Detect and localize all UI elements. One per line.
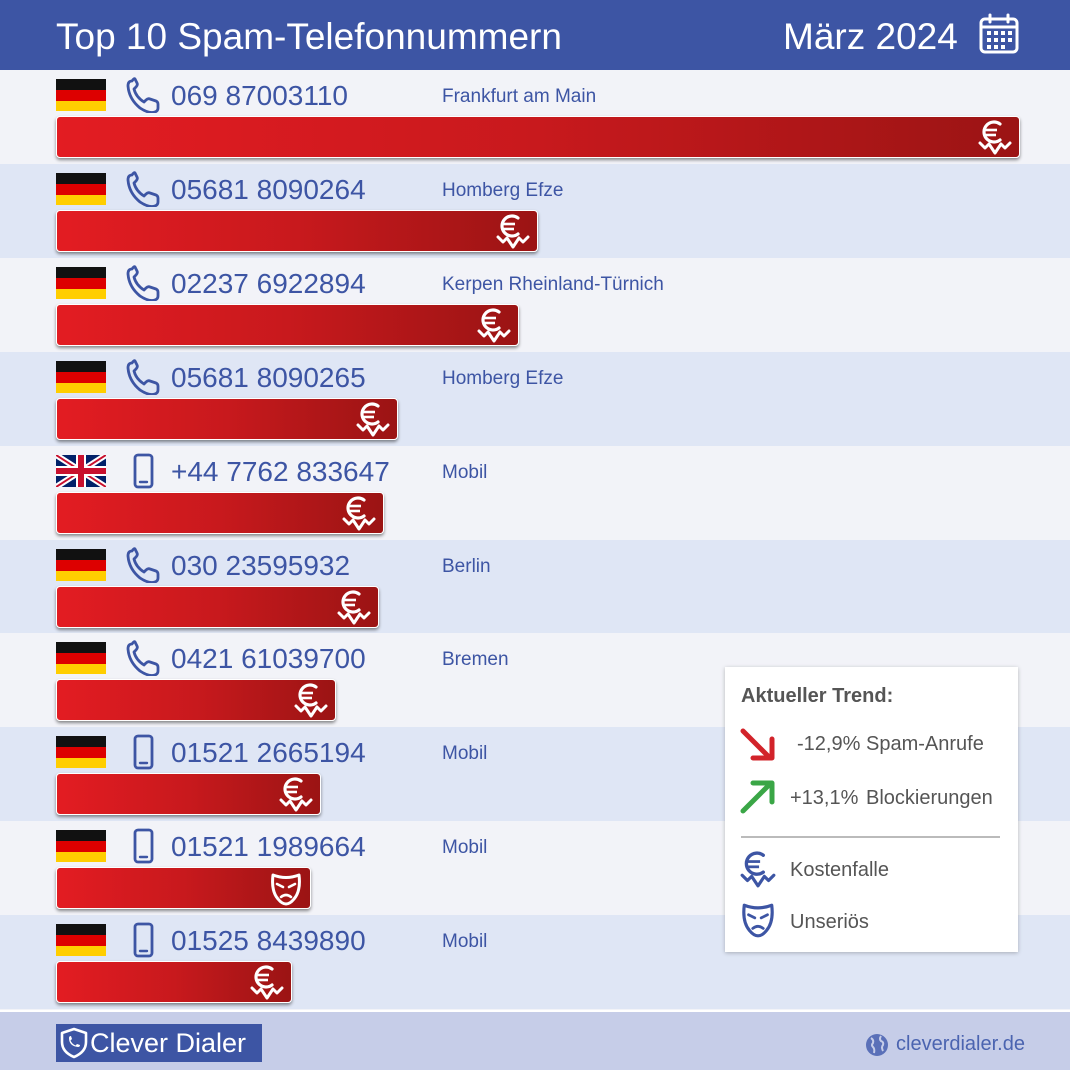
table-row: 069 87003110 Frankfurt am Main (0, 70, 1070, 164)
mobile-phone-icon (133, 734, 154, 770)
phone-number: 0421 61039700 (171, 643, 366, 675)
spam-bar (56, 585, 379, 628)
brand-name: Clever Dialer (90, 1028, 247, 1058)
website-url: cleverdialer.de (896, 1033, 1025, 1055)
germany-flag (56, 360, 106, 393)
phone-number: 01521 2665194 (171, 737, 366, 769)
mask-icon (742, 903, 774, 938)
trend-spam-value: -12,9% (797, 733, 861, 755)
location-label: Kerpen Rheinland-Türnich (442, 273, 664, 295)
footer: Clever Dialer cleverdialer.de (0, 1010, 1070, 1070)
phone-number: 02237 6922894 (171, 267, 366, 299)
table-row: 02237 6922894 Kerpen Rheinland-Türnich (0, 257, 1070, 352)
phone-number: 030 23595932 (171, 549, 351, 581)
germany-flag (56, 642, 106, 675)
phone-number: 01525 8439890 (171, 925, 366, 957)
euro-icon (978, 120, 1012, 155)
arrow-down-right-icon (740, 728, 775, 761)
euro-icon (279, 777, 313, 812)
phone-number: 01521 1989664 (171, 831, 366, 863)
spam-bar (56, 867, 311, 910)
spam-bar (56, 491, 384, 534)
mobile-phone-icon (133, 828, 154, 864)
table-row: 05681 8090264 Homberg Efze (0, 163, 1070, 258)
landline-phone-icon (126, 265, 160, 301)
euro-icon (342, 496, 376, 531)
page-title: Top 10 Spam-Telefonnummern (56, 16, 562, 57)
legend-divider (741, 836, 1000, 838)
legend-unserioes-label: Unseriös (790, 911, 869, 933)
date-label: März 2024 (783, 16, 958, 57)
germany-flag (56, 830, 106, 863)
spam-bar (56, 303, 519, 346)
location-label: Berlin (442, 555, 491, 577)
germany-flag (56, 266, 106, 299)
mobile-phone-icon (133, 922, 154, 958)
legend-kostenfalle-label: Kostenfalle (790, 859, 889, 881)
location-label: Homberg Efze (442, 179, 564, 201)
euro-icon (294, 683, 328, 718)
location-label: Mobil (442, 931, 488, 953)
landline-phone-icon (126, 640, 160, 677)
landline-phone-icon (126, 546, 160, 583)
location-label: Mobil (442, 743, 488, 765)
euro-icon (477, 308, 511, 343)
trend-block-value: +13,1% (790, 787, 859, 809)
spam-bar (56, 116, 1020, 158)
location-label: Mobil (442, 461, 488, 483)
germany-flag (56, 548, 106, 581)
germany-flag (56, 172, 106, 205)
euro-icon (740, 851, 776, 888)
legend-title: Aktueller Trend: (741, 685, 894, 707)
globe-icon (866, 1034, 888, 1056)
germany-flag (56, 79, 106, 111)
mask-icon (271, 873, 301, 906)
spam-bar (56, 773, 321, 816)
euro-icon (496, 214, 530, 249)
arrow-up-right-icon (740, 780, 775, 814)
spam-bar (56, 397, 398, 440)
mobile-phone-icon (133, 453, 154, 488)
header: Top 10 Spam-Telefonnummern März 2024 (0, 0, 1070, 70)
calendar-icon (979, 13, 1019, 54)
germany-flag (56, 736, 106, 769)
spam-bar (56, 679, 336, 722)
legend: Aktueller Trend: -12,9% Spam-Anrufe +13,… (725, 667, 1018, 952)
spam-bar (56, 961, 292, 1004)
phone-number: 05681 8090265 (171, 361, 366, 393)
location-label: Homberg Efze (442, 367, 564, 389)
table-row: 030 23595932 Berlin (0, 539, 1070, 634)
phone-number: 069 87003110 (171, 80, 348, 111)
location-label: Mobil (442, 837, 488, 859)
germany-flag (56, 924, 106, 957)
shield-phone-icon (60, 1027, 88, 1059)
location-label: Frankfurt am Main (442, 86, 597, 107)
landline-phone-icon (126, 171, 160, 207)
trend-spam-label: Spam-Anrufe (866, 733, 984, 755)
landline-phone-icon (126, 359, 160, 395)
table-row: 05681 8090265 Homberg Efze (0, 351, 1070, 446)
location-label: Bremen (442, 649, 509, 671)
phone-number: +44 7762 833647 (171, 455, 390, 487)
euro-icon (250, 965, 284, 1000)
phone-number: 05681 8090264 (171, 173, 366, 205)
trend-block-label: Blockierungen (866, 787, 993, 809)
spam-bar (56, 209, 538, 252)
brand-logo: Clever Dialer (56, 1024, 262, 1062)
euro-icon (337, 589, 371, 624)
table-row: +44 7762 833647 Mobil (0, 445, 1070, 540)
uk-flag (56, 454, 106, 487)
landline-phone-icon (126, 77, 160, 113)
euro-icon (356, 402, 390, 437)
